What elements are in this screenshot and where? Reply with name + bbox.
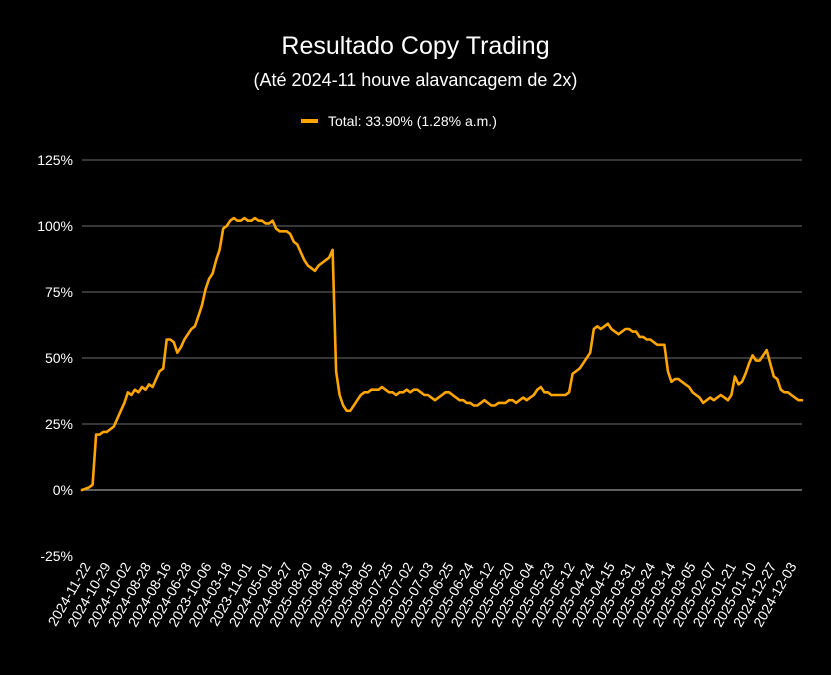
legend: Total: 33.90% (1.28% a.m.) bbox=[301, 113, 497, 129]
y-tick-label-0: -25% bbox=[40, 548, 73, 564]
gridlines bbox=[82, 159, 802, 491]
y-tick-label-2: 25% bbox=[45, 416, 73, 432]
legend-entry-total: Total: 33.90% (1.28% a.m.) bbox=[328, 113, 497, 129]
y-tick-label-6: 125% bbox=[37, 152, 73, 168]
y-tick-label-4: 75% bbox=[45, 284, 73, 300]
y-tick-label-5: 100% bbox=[37, 218, 73, 234]
series-group bbox=[80, 216, 804, 492]
series-line-0 bbox=[80, 216, 804, 492]
y-tick-label-1: 0% bbox=[53, 482, 73, 498]
y-tick-label-3: 50% bbox=[45, 350, 73, 366]
chart-subtitle: (Até 2024-11 houve alavancagem de 2x) bbox=[254, 70, 578, 90]
x-axis-ticks: 2024-11-222024-10-292024-10-022024-08-28… bbox=[44, 559, 799, 629]
chart-title: Resultado Copy Trading bbox=[281, 32, 549, 60]
y-axis-ticks: -25% 0% 25% 50% 75% 100% 125% bbox=[37, 152, 73, 564]
